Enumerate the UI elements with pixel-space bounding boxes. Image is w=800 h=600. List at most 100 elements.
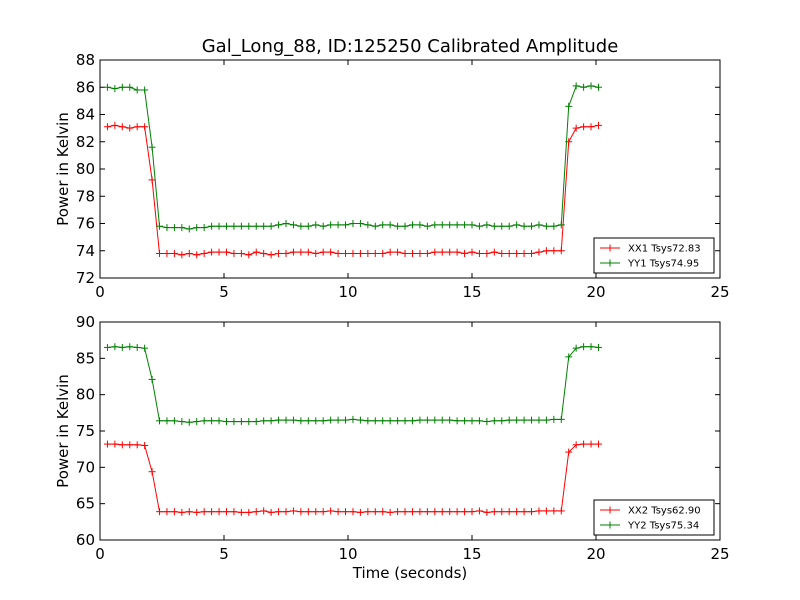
plot-1-series-1-point xyxy=(550,247,558,255)
plot-1-series-1-point xyxy=(557,247,565,255)
plot-1-series-2-point xyxy=(364,221,372,229)
plot-1-series-1-point xyxy=(141,123,149,131)
plot-2-x-axis-label: Time (seconds) xyxy=(352,564,468,582)
plot-1-y-tick-label: 80 xyxy=(76,160,95,178)
plot-1-series-1-point xyxy=(133,123,141,131)
plot-1-series-2-point xyxy=(461,221,469,229)
plot-2-series-2-point xyxy=(267,417,275,425)
plot-1-series-1-point xyxy=(580,123,588,131)
plot-2-series-1-point xyxy=(141,442,149,450)
plot-2-series-2-point xyxy=(423,416,431,424)
plot-1-series-2-point xyxy=(170,224,178,232)
plot-1-series-1-point xyxy=(163,249,171,257)
plot-2-legend-label: YY2 Tsys75.34 xyxy=(627,521,699,532)
plot-1-series-2-point xyxy=(297,222,305,230)
plot-2-legend-item: YY2 Tsys75.34 xyxy=(600,521,699,532)
plot-2-series-1-point xyxy=(163,508,171,516)
plot-2-series-2-point xyxy=(528,416,536,424)
plot-2-y-tick-label: 80 xyxy=(76,386,95,404)
plot-2-series-1-point xyxy=(505,508,513,516)
plot-2-series-1-point xyxy=(111,440,119,448)
plot-2-legend: XX2 Tsys62.90 YY2 Tsys75.34 xyxy=(593,499,715,536)
plot-1-series-1-point xyxy=(289,248,297,256)
plot-1-series-1-point xyxy=(252,248,260,256)
plot-1-series-1-point xyxy=(572,124,580,132)
plot-1-series-1-point xyxy=(245,251,253,259)
plot-1-series-1-point xyxy=(282,249,290,257)
plot-1-series-1-point xyxy=(275,249,283,257)
plot-2-series-2-point xyxy=(252,418,260,426)
plot-1-series-2-point xyxy=(245,222,253,230)
plot-2-series-1-point xyxy=(185,508,193,516)
plot-2-series-2-point xyxy=(237,418,245,426)
plot-1-y-axis-label: Power in Kelvin xyxy=(54,112,72,226)
plot-2-series-1-point xyxy=(349,508,357,516)
plot-2-series-1-point xyxy=(423,508,431,516)
plot-2-series-1-point xyxy=(371,508,379,516)
plot-2-series-2-point xyxy=(542,416,550,424)
plot-2-series-1-point xyxy=(222,508,230,516)
plot-2-series-2-point xyxy=(557,415,565,423)
plot-2-series-1-point xyxy=(178,508,186,516)
plot-1-series-2-point xyxy=(260,222,268,230)
plot-1-series-2-point xyxy=(431,221,439,229)
plot-2-series-1-point xyxy=(267,508,275,516)
plot-1-y-tick-label: 76 xyxy=(76,215,95,233)
plot-2-series-1-point xyxy=(312,508,320,516)
plot-2-series-1-point xyxy=(260,507,268,515)
plot-2-series-1-point xyxy=(208,508,216,516)
plot-1-series-1-point xyxy=(364,249,372,257)
plot-2-series-1-point xyxy=(245,508,253,516)
plot-1-series-2-point xyxy=(505,222,513,230)
plot-2-series-1-point xyxy=(148,468,156,476)
plot-1-series-2-point xyxy=(468,221,476,229)
plot-2-series-2-point xyxy=(438,416,446,424)
plot-1-series-1-point xyxy=(498,249,506,257)
plot-2-series-1-point xyxy=(170,508,178,516)
plot-1-x-tick-label: 10 xyxy=(338,283,357,301)
plot-2-series-2-point xyxy=(126,343,134,351)
plot-1-series-1-point xyxy=(222,248,230,256)
plot-1-series-1-point xyxy=(319,248,327,256)
plot-1-series-1-point xyxy=(178,251,186,259)
plot-1-series-1-point xyxy=(408,249,416,257)
plot-1-series-1-point xyxy=(297,248,305,256)
plot-2-series-2-point xyxy=(356,416,364,424)
plot-1-series-1-point xyxy=(148,176,156,184)
plot-1-series-1-point xyxy=(475,249,483,257)
plot-2-series-1-point xyxy=(304,508,312,516)
plot-2-series-1-point xyxy=(230,508,238,516)
plot-1-legend-box xyxy=(593,237,715,274)
plot-1-series-1-point xyxy=(312,249,320,257)
plot-1-series-2-point xyxy=(200,224,208,232)
plot-2-series-2-point xyxy=(230,418,238,426)
plot-1-series-2-point xyxy=(312,221,320,229)
plot-1-series-2-point xyxy=(528,222,536,230)
plot-2-series-1-point xyxy=(528,508,536,516)
plot-2-series-2-point xyxy=(587,343,595,351)
plot-1-series-2-point xyxy=(565,102,573,110)
plot-2-series-1-point xyxy=(416,508,424,516)
plot-2-series-2-point xyxy=(498,417,506,425)
plot-1-series-1-point xyxy=(111,121,119,129)
plot-2-series-2-point xyxy=(215,417,223,425)
plot-2-series-1-point xyxy=(550,507,558,515)
plot-1-series-2-point xyxy=(550,222,558,230)
plot-1-series-1-point xyxy=(342,249,350,257)
plot-1-series-2-point xyxy=(141,86,149,94)
plot-1-series-2-point xyxy=(267,222,275,230)
plot-2-series-2-point xyxy=(245,418,253,426)
plot-2-x-tick-label: 15 xyxy=(462,545,481,563)
plot-1-series-2-point xyxy=(513,221,521,229)
plot-2-series-1-point xyxy=(520,508,528,516)
plot-2-series-2-point xyxy=(148,375,156,383)
plot-2-series-1-point xyxy=(587,440,595,448)
plot-1-series-2-point xyxy=(252,222,260,230)
plot-2-series-1-point xyxy=(542,507,550,515)
plot-1-series-2-point xyxy=(319,222,327,230)
plot-1-series-1-point xyxy=(446,248,454,256)
plot-2-series-2-point xyxy=(260,417,268,425)
plot-1-series-2-point xyxy=(230,222,238,230)
plot-2-series-1-point xyxy=(215,508,223,516)
